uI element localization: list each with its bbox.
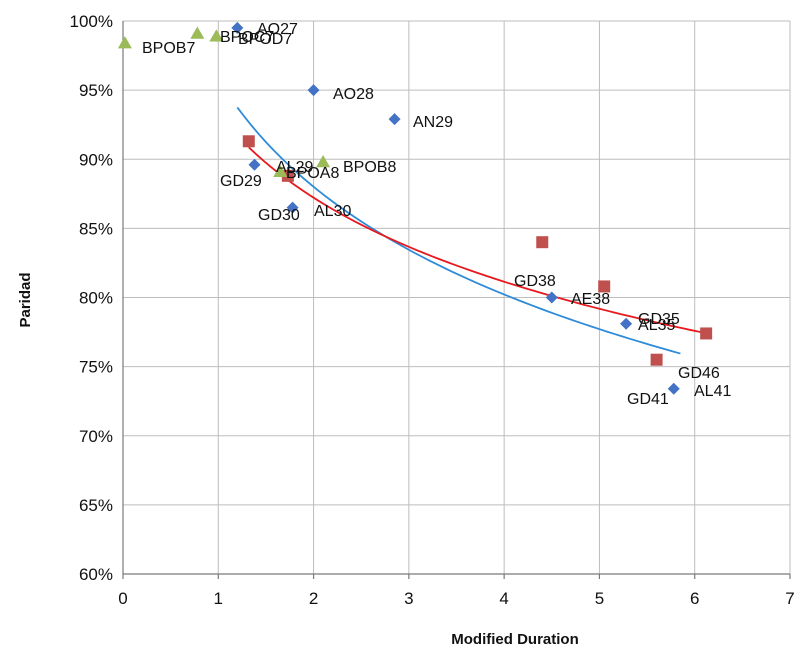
- y-tick-label-6: 90%: [79, 150, 113, 169]
- point-label-gd38: GD38: [514, 273, 556, 290]
- marker-ao27: [231, 21, 244, 34]
- marker-al35: [620, 317, 633, 330]
- point-label-ae38: AE38: [571, 291, 610, 308]
- y-tick-label-2: 70%: [79, 427, 113, 446]
- x-tick-label-5: 5: [595, 589, 604, 608]
- data-labels: AO27 AO28 AN29 AL29 AL30 AE38 AL35 AL41 …: [142, 21, 731, 408]
- marker-ae38: [545, 291, 558, 304]
- point-label-bpob8: BPOB8: [343, 159, 396, 176]
- point-label-al41: AL41: [694, 383, 731, 400]
- marker-an29: [388, 113, 401, 126]
- marker-ao28: [307, 84, 320, 97]
- y-tick-label-3: 75%: [79, 358, 113, 377]
- point-label-bpoc7: BPOC7: [220, 29, 274, 46]
- point-label-al29: AL29: [276, 159, 313, 176]
- marker-al29: [248, 158, 261, 171]
- y-tick-label-5: 85%: [79, 219, 113, 238]
- trendline-1: [248, 146, 707, 335]
- x-tick-label-3: 3: [404, 589, 413, 608]
- x-tick-label-7: 7: [785, 589, 794, 608]
- marker-gd41: [650, 353, 663, 366]
- point-label-gd29: GD29: [220, 173, 262, 190]
- point-label-gd46: GD46: [678, 365, 720, 382]
- x-tick-label-1: 1: [214, 589, 223, 608]
- point-label-gd41: GD41: [627, 391, 669, 408]
- point-label-bpod7: BPOD7: [238, 31, 292, 48]
- marker-al41: [667, 382, 680, 395]
- marker-bpoc7: [190, 26, 205, 39]
- point-label-ao27: AO27: [257, 21, 298, 38]
- trendlines: [236, 106, 707, 355]
- point-label-bpob7: BPOB7: [142, 40, 195, 57]
- marker-gd46: [700, 327, 713, 340]
- x-tick-label-4: 4: [499, 589, 508, 608]
- marker-gd38: [536, 236, 549, 249]
- marker-bpob8: [316, 155, 331, 168]
- marker-gd29: [242, 135, 255, 148]
- x-tick-label-6: 6: [690, 589, 699, 608]
- y-tick-label-1: 65%: [79, 496, 113, 515]
- marker-gd35: [598, 280, 611, 293]
- point-label-bpoa8: BPOA8: [286, 165, 339, 182]
- axes: Paridad Modified Duration 60% 65% 70% 75% 80…: [17, 12, 795, 648]
- marker-bpod7: [209, 29, 224, 42]
- point-label-ao28: AO28: [333, 86, 374, 103]
- marker-al30: [286, 201, 299, 214]
- point-label-gd30: GD30: [258, 207, 300, 224]
- x-tick-label-2: 2: [309, 589, 318, 608]
- gridlines: [123, 20, 791, 575]
- point-label-gd35: GD35: [638, 311, 680, 328]
- point-label-al30: AL30: [314, 203, 351, 220]
- x-tick-label-0: 0: [118, 589, 127, 608]
- trendline-0: [236, 106, 681, 355]
- y-tick-label-8: 100%: [70, 12, 113, 31]
- marker-bpoa8: [273, 164, 288, 177]
- data-markers: [117, 21, 713, 395]
- y-tick-label-7: 95%: [79, 81, 113, 100]
- point-label-an29: AN29: [413, 114, 453, 131]
- x-axis-title: Modified Duration: [451, 631, 579, 648]
- y-tick-label-0: 60%: [79, 565, 113, 584]
- point-label-al35: AL35: [638, 317, 675, 334]
- y-tick-label-4: 80%: [79, 289, 113, 308]
- y-axis-title: Paridad: [17, 272, 34, 327]
- marker-bpob7: [117, 36, 132, 49]
